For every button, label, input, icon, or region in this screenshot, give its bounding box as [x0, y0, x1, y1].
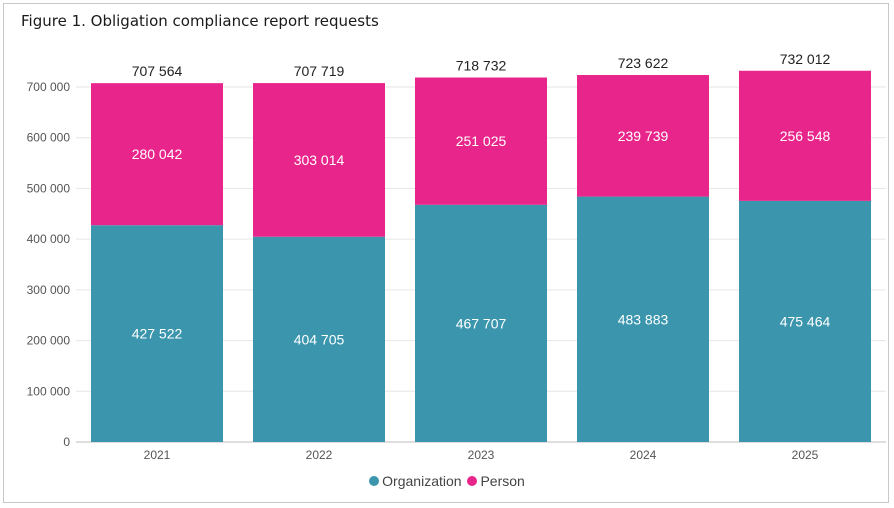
total-label: 718 732	[456, 58, 507, 74]
legend-marker-organization	[369, 476, 380, 486]
bar-organization	[253, 236, 385, 442]
data-label-person: 280 042	[132, 146, 183, 162]
chart-title: Figure 1. Obligation compliance report r…	[21, 12, 379, 30]
total-label: 723 622	[618, 55, 669, 71]
bar-person	[91, 83, 223, 226]
legend-label-organization: Organization	[382, 473, 462, 489]
legend-marker-person	[467, 476, 478, 486]
x-tick-label: 2022	[306, 448, 333, 462]
legend-item-organization[interactable]: Organization	[369, 473, 462, 489]
legend: Organization Person	[0, 473, 894, 489]
x-tick-label: 2023	[468, 448, 495, 462]
bar-organization	[577, 196, 709, 442]
total-label: 732 012	[780, 51, 831, 67]
bar-person	[253, 83, 385, 237]
data-label-person: 303 014	[294, 152, 345, 168]
y-tick-label: 200 000	[27, 334, 71, 348]
data-label-organization: 483 883	[618, 311, 669, 327]
data-label-person: 251 025	[456, 133, 507, 149]
bar-person	[577, 75, 709, 197]
y-tick-label: 700 000	[27, 80, 71, 94]
data-label-organization: 475 464	[780, 313, 831, 329]
data-label-organization: 427 522	[132, 326, 183, 342]
y-tick-label: 600 000	[27, 131, 71, 145]
legend-label-person: Person	[480, 473, 525, 489]
legend-item-person[interactable]: Person	[467, 473, 525, 489]
data-label-person: 239 739	[618, 128, 669, 144]
bar-person	[415, 77, 547, 205]
y-tick-label: 0	[63, 435, 70, 449]
total-label: 707 719	[294, 63, 345, 79]
x-tick-label: 2021	[144, 448, 171, 462]
bar-organization	[739, 200, 871, 442]
y-tick-label: 500 000	[27, 181, 71, 195]
x-tick-label: 2024	[630, 448, 657, 462]
data-label-person: 256 548	[780, 128, 831, 144]
total-label: 707 564	[132, 63, 183, 79]
y-tick-label: 100 000	[27, 384, 71, 398]
data-label-organization: 467 707	[456, 315, 507, 331]
y-tick-label: 300 000	[27, 283, 71, 297]
x-tick-label: 2025	[792, 448, 819, 462]
y-tick-label: 400 000	[27, 232, 71, 246]
bar-organization	[91, 225, 223, 442]
bar-organization	[415, 204, 547, 442]
bar-person	[739, 70, 871, 201]
data-label-organization: 404 705	[294, 331, 345, 347]
